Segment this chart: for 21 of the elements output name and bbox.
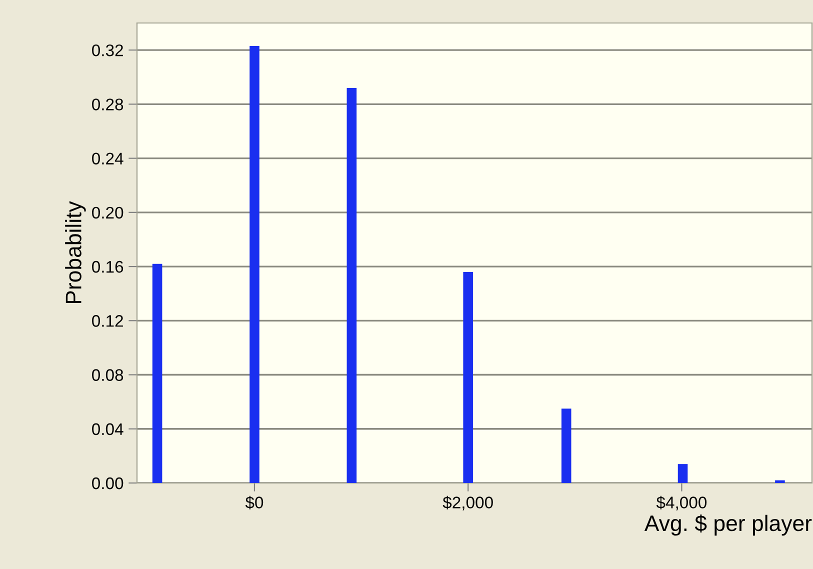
y-tick-label: 0.24 (92, 152, 124, 164)
bar (152, 264, 162, 483)
y-tick-label: 0.12 (92, 315, 123, 327)
x-tick-label: $2,000 (442, 496, 493, 510)
y-tick-label: 0.32 (92, 44, 123, 56)
y-tick-label: 0.28 (92, 98, 124, 110)
bar (678, 464, 688, 483)
bar (561, 408, 572, 483)
y-tick-label: 0.04 (92, 423, 124, 436)
x-axis-title: Avg. $ per player (644, 514, 812, 536)
bar (346, 88, 357, 483)
y-tick-label: 0.20 (92, 206, 124, 219)
y-tick-label: 0.00 (92, 477, 124, 490)
bar (775, 480, 785, 483)
y-axis-title: Probability (65, 201, 86, 304)
y-tick-label: 0.16 (92, 260, 124, 273)
x-tick-label: $0 (245, 496, 264, 510)
bar (250, 46, 260, 483)
x-tick-label: $4,000 (656, 496, 707, 510)
bar (463, 272, 473, 483)
y-tick-label: 0.08 (92, 369, 124, 381)
